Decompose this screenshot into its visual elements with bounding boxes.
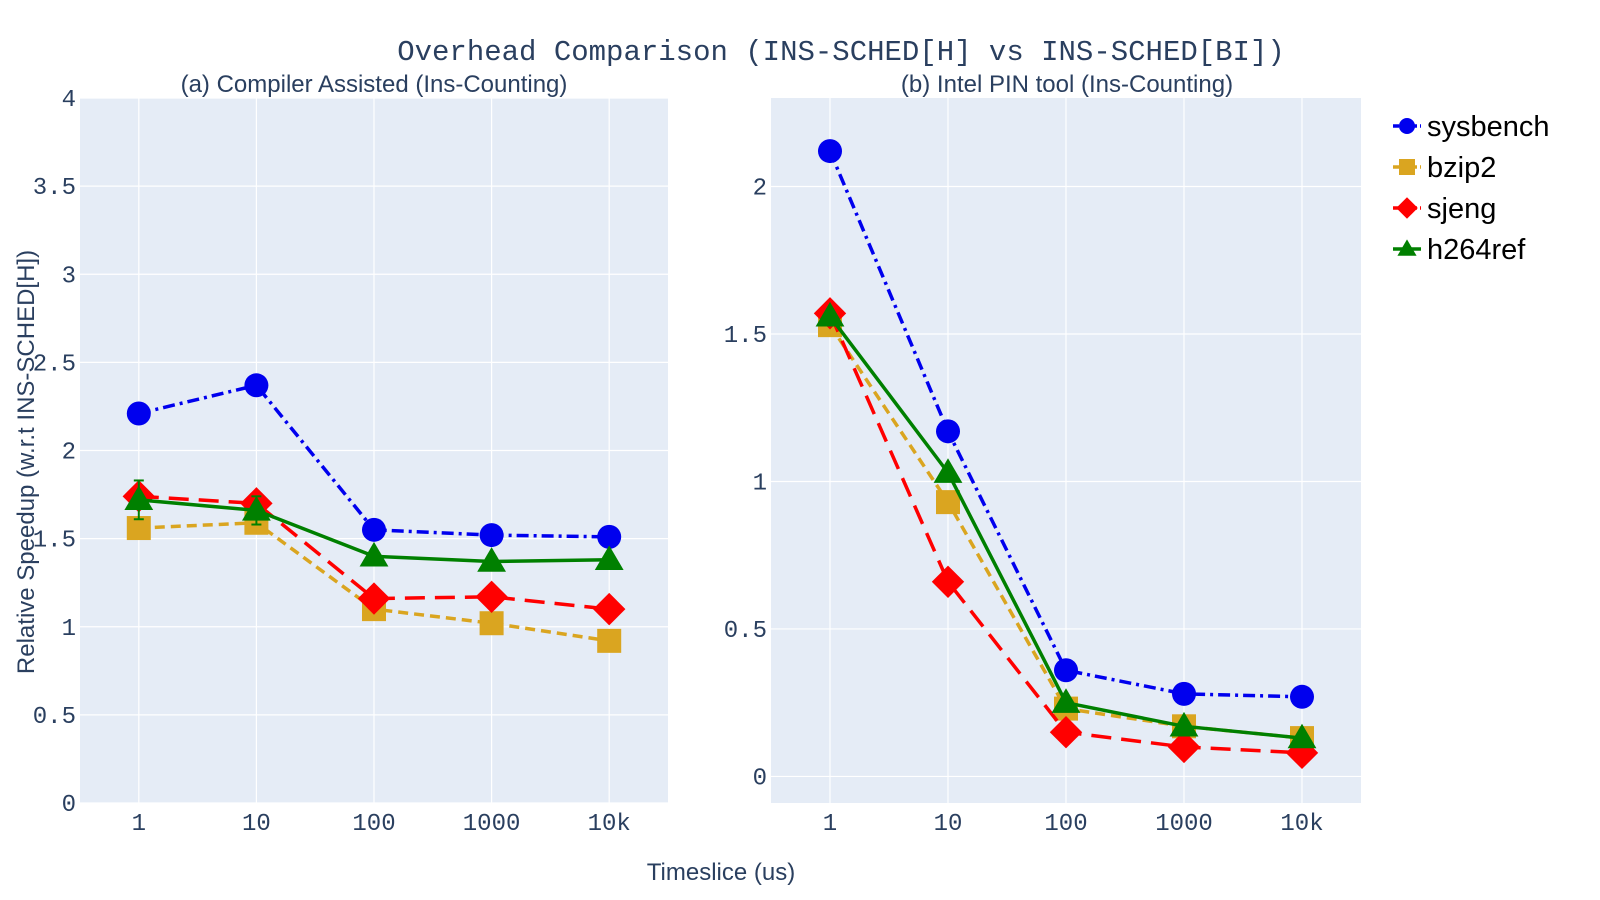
x-tick-label: 100 (352, 811, 395, 838)
legend-marker-sysbench (1399, 118, 1415, 134)
data-point-sjeng (1049, 716, 1083, 749)
data-point-h264ref (1169, 711, 1199, 737)
y-tick-label: 2.5 (33, 351, 76, 378)
y-tick-label: 3.5 (33, 175, 76, 202)
data-point-h264ref (933, 458, 963, 483)
y-tick-label: 2 (753, 175, 767, 202)
series-line-sjeng (138, 494, 610, 611)
y-tick-label: 1 (753, 470, 767, 497)
x-tick-label: 1000 (1155, 811, 1213, 838)
data-point-h264ref (477, 547, 506, 572)
series-h264ref (124, 479, 624, 572)
data-point-h264ref (1287, 723, 1317, 749)
data-point-sysbench (936, 419, 960, 444)
legend-item-bzip2: bzip2 (1393, 152, 1496, 184)
data-point-bzip2 (597, 628, 622, 653)
legend-label-bzip2: bzip2 (1427, 152, 1496, 184)
x-tick-label: 10 (934, 811, 963, 838)
legend: sysbench bzip2 sjeng h264ref (1393, 111, 1550, 266)
data-point-sjeng (357, 582, 391, 615)
y-tick-label: 1 (62, 616, 76, 643)
x-tick-label: 10k (588, 811, 631, 838)
y-axis-label: Relative Speedup (w.r.t INS-SCHED[H]) (13, 250, 40, 674)
series-h264ref (815, 301, 1317, 749)
data-point-bzip2 (479, 611, 504, 636)
series-sysbench (818, 139, 1314, 709)
x-tick-label: 10k (1280, 811, 1323, 838)
panel-b: 0 0.5 1 1.5 2 1 10 100 1000 10k (724, 98, 1361, 838)
x-tick-label: 1 (823, 811, 837, 838)
data-point-h264ref (815, 301, 845, 327)
data-point-h264ref (359, 541, 389, 567)
y-tick-label: 0 (62, 792, 76, 819)
y-tick-label: 0.5 (724, 618, 767, 645)
data-point-sysbench (597, 524, 622, 549)
data-point-sjeng (593, 592, 626, 626)
data-point-sjeng (1167, 730, 1201, 764)
data-point-h264ref (242, 496, 271, 521)
x-tick-label: 10 (242, 811, 271, 838)
data-point-h264ref (124, 485, 154, 511)
legend-item-sysbench: sysbench (1393, 111, 1550, 143)
data-point-sysbench (244, 373, 269, 398)
y-tick-label: 3 (62, 263, 76, 290)
data-point-bzip2 (936, 490, 960, 515)
x-tick-label: 1000 (463, 811, 521, 838)
legend-item-h264ref: h264ref (1393, 234, 1526, 266)
y-tick-label: 1.5 (33, 528, 76, 555)
legend-item-sjeng: sjeng (1393, 193, 1496, 225)
data-point-sysbench (362, 517, 386, 542)
figure-title: Overhead Comparison (INS-SCHED[H] vs INS… (397, 36, 1285, 69)
legend-label-sjeng: sjeng (1427, 193, 1496, 225)
legend-label-sysbench: sysbench (1427, 111, 1550, 143)
x-tick-label: 100 (1044, 811, 1087, 838)
legend-marker-bzip2 (1399, 159, 1415, 175)
data-point-sysbench (1172, 681, 1196, 706)
series-line-sysbench (828, 150, 1303, 699)
data-point-h264ref (1051, 688, 1081, 713)
data-point-h264ref (594, 545, 624, 570)
series-sjeng (813, 297, 1319, 770)
data-point-sysbench (126, 401, 151, 426)
data-point-sjeng (931, 565, 965, 598)
panel-a: 0 0.5 1 1.5 2 2.5 3 3.5 4 1 10 100 1000 10k (33, 87, 668, 838)
y-tick-label: 0 (753, 765, 767, 792)
y-tick-label: 1.5 (724, 323, 767, 350)
legend-marker-h264ref (1397, 239, 1417, 256)
panel-a-title: (a) Compiler Assisted (Ins-Counting) (181, 71, 568, 98)
y-tick-label: 4 (62, 87, 76, 114)
legend-label-h264ref: h264ref (1427, 234, 1526, 266)
x-tick-label: 1 (132, 811, 146, 838)
x-axis-label: Timeslice (us) (647, 859, 795, 886)
panel-b-title: (b) Intel PIN tool (Ins-Counting) (901, 71, 1233, 98)
data-point-sjeng (475, 580, 508, 613)
data-point-sysbench (1290, 684, 1314, 709)
series-sysbench (126, 373, 622, 549)
y-tick-label: 2 (62, 440, 76, 467)
data-point-sysbench (1054, 658, 1078, 683)
legend-marker-sjeng (1396, 197, 1418, 219)
y-tick-label: 0.5 (33, 704, 76, 731)
data-point-sjeng (1285, 736, 1319, 770)
data-point-sysbench (479, 523, 504, 548)
data-point-sysbench (818, 139, 842, 164)
